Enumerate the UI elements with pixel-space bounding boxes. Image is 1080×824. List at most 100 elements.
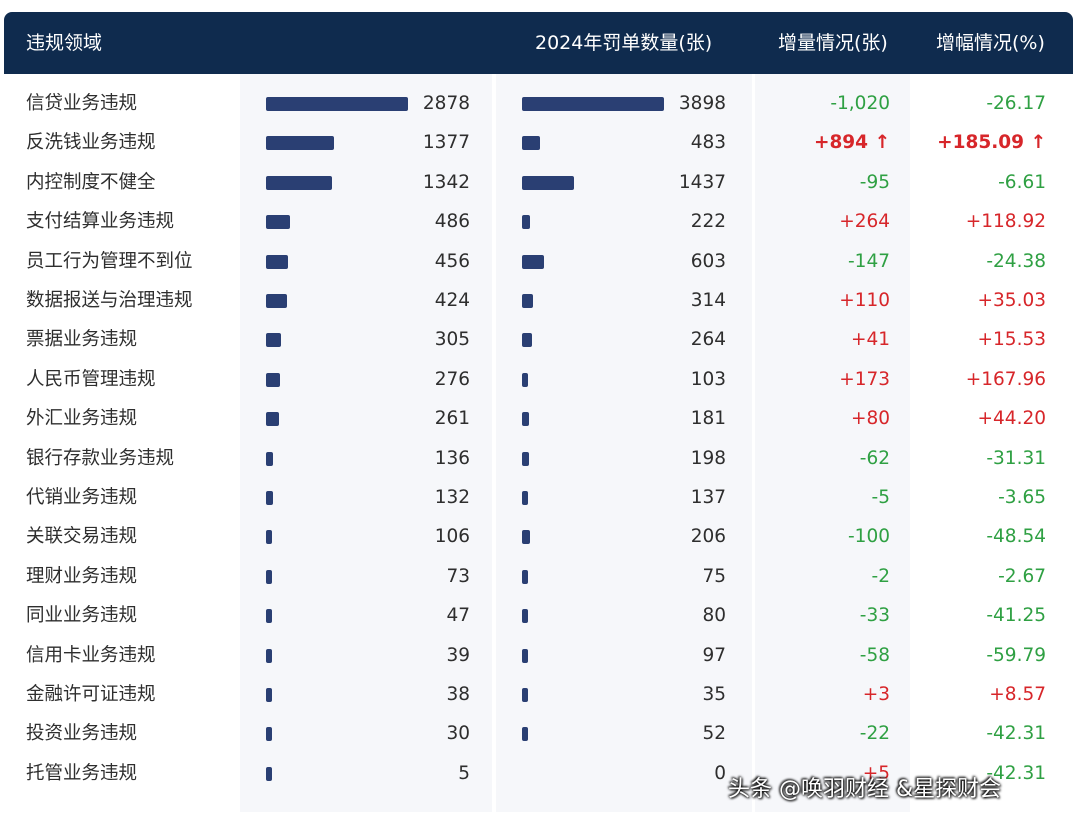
value-2024: 198	[690, 447, 726, 469]
value-2023: 5	[458, 762, 470, 784]
growth-value: +8.57	[989, 684, 1046, 705]
bar-2023	[266, 727, 272, 742]
increase-value: -147	[848, 250, 890, 272]
table-row: 关联交易违规 106 206 -100 -48.54	[0, 517, 1080, 556]
table-row: 投资业务违规 30 52 -22 -42.31	[0, 714, 1080, 753]
header-increase: 增量情况(张)	[778, 32, 888, 54]
table-row: 内控制度不健全 1342 1437 -95 -6.61	[0, 163, 1080, 202]
category-label: 同业业务违规	[26, 605, 138, 627]
value-2024: 1437	[678, 171, 726, 193]
bar-2023	[266, 333, 282, 348]
category-label: 信用卡业务违规	[26, 644, 156, 666]
category-label: 托管业务违规	[26, 762, 138, 784]
bar-2023	[266, 97, 408, 111]
increase-value: -2	[871, 565, 890, 587]
growth-value: -48.54	[986, 526, 1046, 548]
bar-2023	[266, 688, 272, 702]
watermark: 头条 @唤羽财经 &星探财会	[728, 777, 1002, 802]
bar-2024	[522, 648, 528, 663]
table-row: 同业业务违规 47 80 -33 -41.25	[0, 596, 1080, 635]
value-2024: 206	[690, 526, 726, 548]
increase-value: -1,020	[830, 93, 890, 114]
value-2024: 80	[702, 605, 726, 627]
bar-2024	[522, 254, 544, 269]
category-label: 反洗钱业务违规	[26, 132, 156, 154]
table-header: 违规领域 2024年罚单数量(张) 增量情况(张) 增幅情况(%)	[4, 12, 1073, 74]
value-2023: 30	[446, 723, 470, 745]
bar-2023	[266, 412, 279, 427]
bar-2024	[522, 333, 532, 348]
category-label: 外汇业务违规	[26, 408, 138, 430]
value-2023: 424	[434, 290, 470, 311]
increase-value: -58	[859, 644, 890, 666]
bar-2024	[522, 569, 528, 584]
value-2024: 483	[690, 132, 726, 154]
table-row: 支付结算业务违规 486 222 +264 +118.92	[0, 202, 1080, 241]
value-2024: 35	[702, 684, 726, 705]
value-2023: 305	[434, 329, 470, 351]
value-2024: 264	[690, 329, 726, 351]
bar-2023	[266, 136, 334, 151]
growth-value: +35.03	[977, 290, 1046, 311]
category-label: 代销业务违规	[26, 487, 138, 508]
growth-value: -59.79	[986, 644, 1046, 666]
column-background-increase	[755, 74, 910, 812]
bar-2024	[522, 491, 528, 505]
value-2023: 2878	[422, 93, 470, 114]
increase-value: +894 ↑	[813, 132, 890, 154]
table-row: 托管业务违规 5 0 +5 -42.31	[0, 754, 1080, 793]
value-2023: 38	[446, 684, 470, 705]
growth-value: -41.25	[986, 605, 1046, 627]
increase-value: +5	[862, 762, 890, 784]
bar-2024	[522, 294, 534, 308]
bar-2023	[266, 609, 272, 624]
table-row: 人民币管理违规 276 103 +173 +167.96	[0, 360, 1080, 399]
bar-2024	[522, 412, 529, 427]
value-2024: 137	[690, 487, 726, 508]
header-2024-count: 2024年罚单数量(张)	[535, 32, 713, 54]
table-row: 票据业务违规 305 264 +41 +15.53	[0, 320, 1080, 359]
category-label: 金融许可证违规	[26, 684, 156, 705]
category-label: 关联交易违规	[26, 526, 138, 548]
value-2023: 39	[446, 644, 470, 666]
bar-2023	[266, 451, 273, 466]
value-2024: 97	[702, 644, 726, 666]
increase-value: -33	[859, 605, 890, 627]
increase-value: -22	[859, 723, 890, 745]
table-row: 信贷业务违规 2878 3898 -1,020 -26.17	[0, 84, 1080, 123]
bar-2024	[522, 175, 575, 190]
table-row: 代销业务违规 132 137 -5 -3.65	[0, 478, 1080, 517]
category-label: 信贷业务违规	[26, 93, 138, 114]
increase-value: +80	[850, 408, 890, 430]
value-2023: 132	[434, 487, 470, 508]
growth-value: -6.61	[998, 171, 1046, 193]
category-label: 内控制度不健全	[26, 171, 156, 193]
increase-value: -95	[859, 171, 890, 193]
bar-2023	[266, 175, 333, 190]
bar-2023	[266, 648, 272, 663]
value-2023: 486	[434, 211, 470, 233]
increase-value: -100	[848, 526, 890, 548]
table-row: 银行存款业务违规 136 198 -62 -31.31	[0, 439, 1080, 478]
growth-value: +15.53	[977, 329, 1046, 351]
header-growth: 增幅情况(%)	[936, 32, 1045, 54]
value-2023: 276	[434, 368, 470, 390]
value-2024: 222	[690, 211, 726, 233]
bar-2023	[266, 372, 280, 387]
table-row: 反洗钱业务违规 1377 483 +894 ↑ +185.09 ↑	[0, 123, 1080, 162]
growth-value: +44.20	[977, 408, 1046, 430]
header-category: 违规领域	[26, 32, 103, 54]
growth-value: -26.17	[986, 93, 1046, 114]
growth-value: -42.31	[986, 762, 1046, 784]
column-background-2023	[240, 74, 492, 812]
value-2023: 47	[446, 605, 470, 627]
bar-2024	[522, 97, 664, 111]
bar-2024	[522, 451, 530, 466]
increase-value: +41	[850, 329, 890, 351]
bar-2024	[522, 727, 528, 742]
table-row: 数据报送与治理违规 424 314 +110 +35.03	[0, 281, 1080, 320]
increase-value: +264	[839, 211, 890, 233]
bar-2023	[266, 569, 272, 584]
table-row: 理财业务违规 73 75 -2 -2.67	[0, 557, 1080, 596]
value-2023: 136	[434, 447, 470, 469]
